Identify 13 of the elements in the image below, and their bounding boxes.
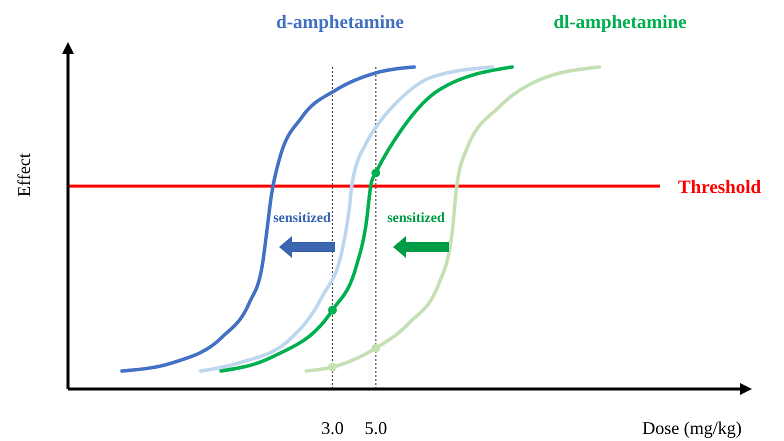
point [371,168,380,178]
x-tick-label: 5.0 [364,418,388,438]
x-axis-title: Dose (mg/kg) [642,418,742,438]
ref-line-label: Threshold [678,177,762,198]
series-label: d-amphetamine [276,12,404,33]
y-axis-title: Effect [14,153,34,197]
point [328,362,337,372]
point [371,344,380,352]
text: dl-amphetamine [554,12,686,33]
point [328,306,337,314]
annotation: sensitized [273,211,331,226]
x-tick-label: 3.0 [321,418,344,438]
annotation: sensitized [387,211,445,226]
